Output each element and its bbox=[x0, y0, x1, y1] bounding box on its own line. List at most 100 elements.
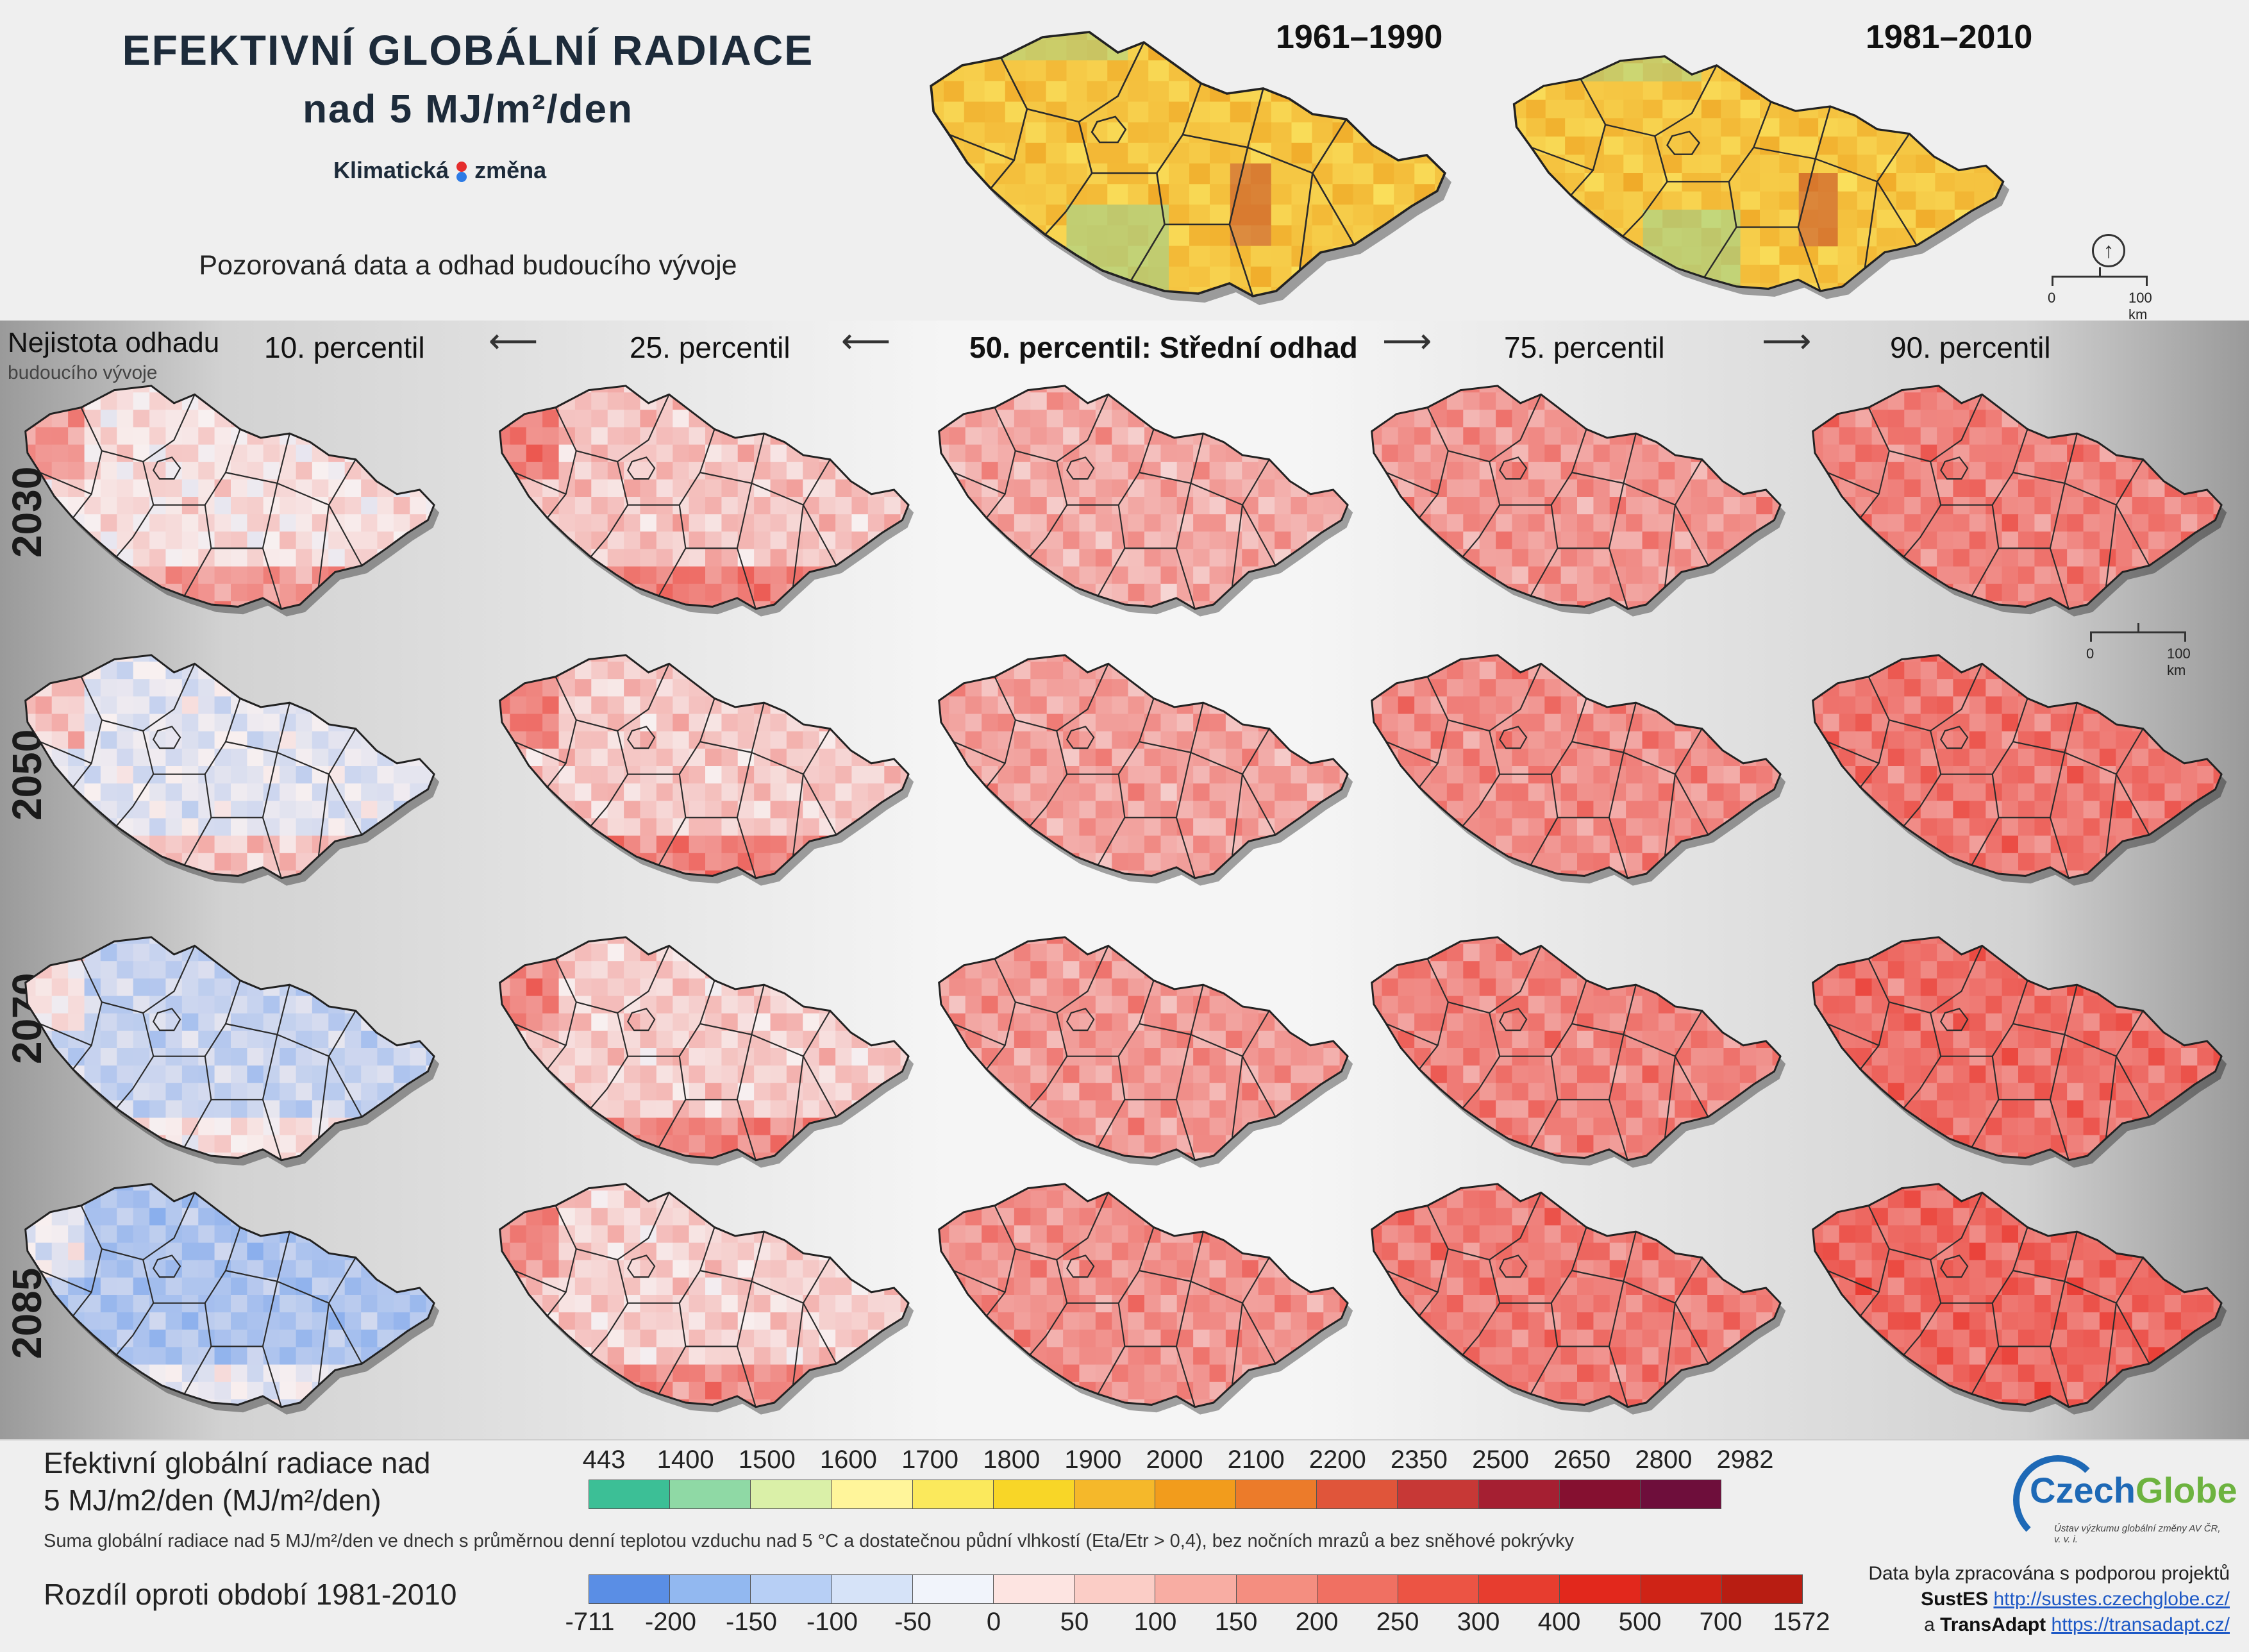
legend-tick-label: -150 bbox=[726, 1608, 777, 1637]
column-header-p50: 50. percentil: Střední odhad bbox=[969, 330, 1358, 365]
legend-tick-label: 2800 bbox=[1635, 1446, 1692, 1474]
legend-tick-label: 150 bbox=[1215, 1608, 1258, 1637]
scale-bar-scenarios: 0 100 km bbox=[2090, 631, 2186, 670]
legend-color-cell bbox=[670, 1575, 751, 1603]
header-description: Pozorovaná data a odhad budoucího vývoje bbox=[0, 250, 936, 281]
blue-drop-icon bbox=[456, 172, 467, 182]
legend-tick-label: 2350 bbox=[1391, 1446, 1448, 1474]
legend-tick-label: 2982 bbox=[1717, 1446, 1774, 1474]
legend-tick-label: 1600 bbox=[820, 1446, 877, 1474]
absolute-color-bar bbox=[589, 1480, 1721, 1509]
difference-legend-title: Rozdíl oproti období 1981-2010 bbox=[44, 1577, 456, 1612]
scenario-map-2085-p4 bbox=[1366, 1173, 1789, 1417]
scenario-map-2030-p2 bbox=[494, 375, 917, 619]
legend-color-cell bbox=[1074, 1480, 1155, 1508]
scenario-map-2085-p3 bbox=[933, 1173, 1356, 1417]
scenario-map-2050-p4 bbox=[1366, 644, 1789, 888]
legend-color-cell bbox=[832, 1575, 913, 1603]
logo-czech: Czech bbox=[2030, 1470, 2136, 1510]
scenario-map-2030-p5 bbox=[1807, 375, 2230, 619]
scale-bar-top: 0 100 km bbox=[2052, 276, 2148, 314]
legend-tick-label: 1900 bbox=[1064, 1446, 1121, 1474]
column-header-p10: 10. percentil bbox=[264, 330, 425, 365]
uncertainty-label: Nejistota odhadu bbox=[8, 327, 219, 359]
difference-color-bar bbox=[589, 1574, 1803, 1604]
legend-tick-label: 2000 bbox=[1146, 1446, 1203, 1474]
legend-color-cell bbox=[1641, 1575, 1722, 1603]
legend-color-cell bbox=[1155, 1575, 1236, 1603]
observed-map-1981-2010 bbox=[1507, 45, 2013, 301]
period-label-1981-2010: 1981–2010 bbox=[1866, 18, 2032, 56]
credits-line: Data byla zpracována s podporou projektů bbox=[1868, 1563, 2230, 1585]
legend-tick-label: 500 bbox=[1619, 1608, 1662, 1637]
column-header-p75: 75. percentil bbox=[1504, 330, 1665, 365]
scenario-map-2050-p5 bbox=[1807, 644, 2230, 888]
legend-tick-label: 250 bbox=[1376, 1608, 1419, 1637]
legend-title: Efektivní globální radiace nad bbox=[44, 1446, 431, 1480]
logo-text-right: změna bbox=[474, 157, 546, 183]
legend-tick-label: 700 bbox=[1700, 1608, 1743, 1637]
legend-color-cell bbox=[994, 1480, 1074, 1508]
scale-start: 0 bbox=[2086, 646, 2094, 662]
credits-project-1: SustES http://sustes.czechglobe.cz/ bbox=[1921, 1589, 2230, 1610]
scenario-map-2050-p1 bbox=[19, 644, 442, 888]
legend-tick-label: 200 bbox=[1296, 1608, 1339, 1637]
legend-color-cell bbox=[1560, 1575, 1641, 1603]
period-label-1961-1990: 1961–1990 bbox=[1276, 18, 1442, 56]
legend-color-cell bbox=[1560, 1480, 1641, 1508]
legend-color-cell bbox=[913, 1480, 994, 1508]
credits-project-2: a TransAdapt https://transadapt.cz/ bbox=[1924, 1614, 2230, 1636]
legend-tick-label: 0 bbox=[987, 1608, 1001, 1637]
legend-color-cell bbox=[832, 1480, 912, 1508]
scenario-map-2070-p1 bbox=[19, 926, 442, 1170]
red-drop-icon bbox=[456, 162, 467, 172]
legend-color-cell bbox=[751, 1575, 832, 1603]
legend-tick-label: 1400 bbox=[657, 1446, 714, 1474]
legend-tick-label: 1500 bbox=[739, 1446, 796, 1474]
legend-color-cell bbox=[1641, 1480, 1721, 1508]
klimaticka-zmena-logo: Klimatická změna bbox=[333, 157, 546, 184]
legend-color-cell bbox=[670, 1480, 751, 1508]
legend-tick-label: 100 bbox=[1134, 1608, 1177, 1637]
legend-color-cell bbox=[913, 1575, 994, 1603]
legend-color-cell bbox=[1074, 1575, 1155, 1603]
column-header-p90: 90. percentil bbox=[1890, 330, 2051, 365]
czechglobe-logo: CzechGlobe Ústav výzkumu globální změny … bbox=[2013, 1455, 2225, 1551]
scale-end: 100 km bbox=[2167, 646, 2191, 679]
scenario-map-2050-p2 bbox=[494, 644, 917, 888]
scenario-map-2070-p3 bbox=[933, 926, 1356, 1170]
scenario-map-2030-p3 bbox=[933, 375, 1356, 619]
legend-color-cell bbox=[994, 1575, 1074, 1603]
legend-color-cell bbox=[1479, 1575, 1560, 1603]
main-title: EFEKTIVNÍ GLOBÁLNÍ RADIACE bbox=[0, 26, 936, 74]
legend-color-cell bbox=[1479, 1480, 1560, 1508]
scenario-map-2030-p4 bbox=[1366, 375, 1789, 619]
scenario-map-2070-p2 bbox=[494, 926, 917, 1170]
logo-text-left: Klimatická bbox=[333, 157, 449, 183]
arrow-left-icon: ⟵ bbox=[841, 321, 890, 361]
legend-tick-label: -711 bbox=[565, 1608, 614, 1637]
legend-tick-label: 1700 bbox=[901, 1446, 958, 1474]
legend-tick-label: 2650 bbox=[1553, 1446, 1610, 1474]
project-name-sustes: SustES bbox=[1921, 1589, 1988, 1610]
link-transadapt[interactable]: https://transadapt.cz/ bbox=[2052, 1614, 2230, 1635]
legend-color-cell bbox=[1317, 1575, 1398, 1603]
legend-tick-label: 2500 bbox=[1472, 1446, 1529, 1474]
column-header-p25: 25. percentil bbox=[630, 330, 790, 365]
arrow-right-icon: ⟶ bbox=[1382, 321, 1432, 361]
legend-color-cell bbox=[1398, 1480, 1478, 1508]
legend-color-cell bbox=[751, 1480, 832, 1508]
arrow-left-icon: ⟵ bbox=[489, 321, 538, 361]
legend-tick-label: 443 bbox=[583, 1446, 626, 1474]
legend-color-cell bbox=[1317, 1480, 1398, 1508]
scenario-map-2085-p1 bbox=[19, 1173, 442, 1417]
legend-tick-label: -50 bbox=[894, 1608, 932, 1637]
legend-color-cell bbox=[589, 1480, 670, 1508]
link-sustes[interactable]: http://sustes.czechglobe.cz/ bbox=[1993, 1589, 2230, 1610]
legend-tick-label: 50 bbox=[1060, 1608, 1089, 1637]
legend-description: Suma globální radiace nad 5 MJ/m²/den ve… bbox=[44, 1531, 1574, 1552]
legend-color-cell bbox=[1155, 1480, 1236, 1508]
legend-tick-label: 400 bbox=[1538, 1608, 1581, 1637]
legend-color-cell bbox=[1236, 1480, 1317, 1508]
legend-color-cell bbox=[1237, 1575, 1317, 1603]
